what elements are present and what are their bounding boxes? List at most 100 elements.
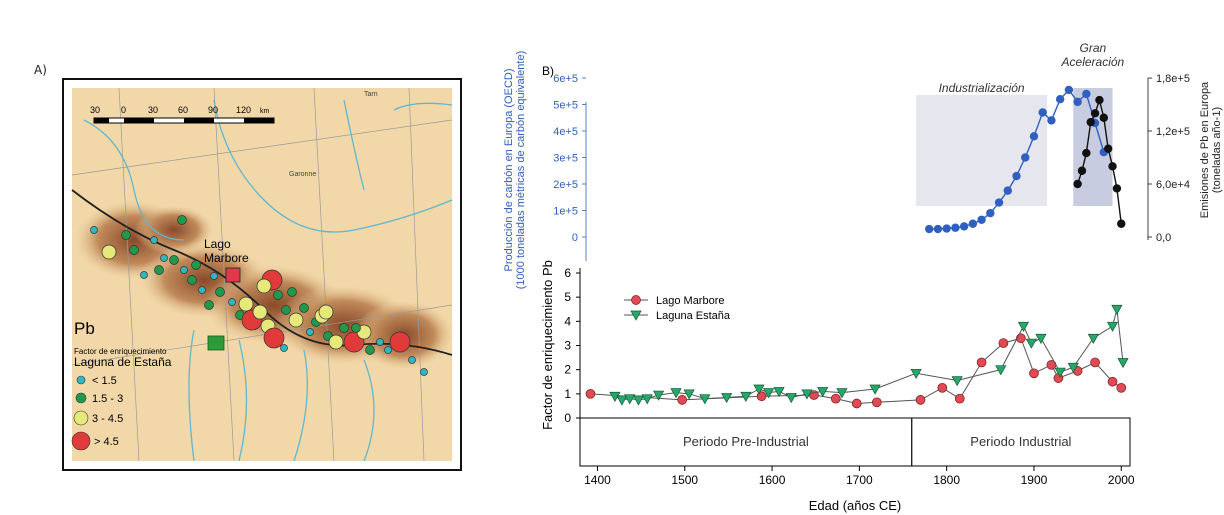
sample-site: [280, 344, 288, 352]
graticule: [71, 87, 453, 462]
series-point: [994, 198, 1004, 207]
series-point: [1054, 367, 1066, 378]
pb-enrichment-chart: 0 1 2 3 4 5 6 Factor de enriquecimiento Pb Perio…: [540, 260, 1135, 513]
series-point: [1112, 184, 1122, 193]
sample-site: [365, 345, 375, 355]
scale-tick: 60: [178, 105, 188, 115]
series-point: [925, 224, 934, 234]
river-label-garonne: Garonne: [289, 171, 316, 178]
scale-unit: km: [260, 108, 270, 115]
series-point: [830, 393, 841, 404]
series-point: [954, 393, 965, 404]
series-point: [1003, 186, 1012, 195]
series-point: [1086, 117, 1095, 127]
scale-tick: 0: [121, 105, 126, 115]
series-point: [1106, 321, 1119, 332]
sample-site: [90, 226, 98, 234]
period-label: Periodo Industrial: [970, 434, 1071, 449]
series-point: [801, 389, 813, 400]
sample-site: [215, 287, 225, 297]
series-point: [740, 391, 752, 402]
series-point: [986, 208, 995, 218]
y-tick-label: 2: [564, 363, 571, 377]
legend-label: Laguna Estaña: [656, 310, 731, 322]
sample-site: [121, 230, 131, 240]
sample-site: [408, 356, 416, 364]
series-point: [699, 394, 711, 405]
series-point: [641, 394, 653, 405]
series-point: [1012, 171, 1021, 181]
x-tick-label: 1900: [1021, 473, 1048, 487]
period-box: [579, 417, 1131, 467]
series-point: [632, 395, 645, 406]
series-point: [1029, 132, 1039, 141]
x-axis-title: Edad (años CE): [809, 498, 902, 513]
river-label-tarn: Tarn: [364, 91, 378, 98]
relief-map: 30 0 30 60 90 120 km Tarn Garonne Lago Ma…: [62, 78, 462, 471]
sample-site: [228, 298, 236, 306]
series-line: [614, 309, 1124, 401]
x-tick-label: 1800: [933, 473, 960, 487]
lago-marbore-label: Lago Marbore: [204, 237, 249, 265]
series-point: [1090, 357, 1100, 368]
y-tick-label-left: 3e+5: [553, 153, 578, 165]
sample-site: [273, 290, 283, 300]
series-point: [721, 393, 733, 404]
scale-bar: 30 0 30 60 90 120 km: [90, 105, 275, 124]
series-point: [683, 389, 695, 400]
legend-marker: [630, 310, 642, 321]
y-tick-label: 0: [564, 411, 571, 425]
series-point: [817, 387, 829, 398]
sample-site: [288, 312, 304, 328]
sample-site: [420, 368, 428, 376]
y-tick-label-left: 6e+5: [553, 73, 578, 85]
sample-site: [287, 287, 297, 297]
x-tick-label: 1600: [759, 473, 786, 487]
lago-marbore-marker: [225, 267, 241, 283]
shaded-period-label: Industrialización: [939, 81, 1025, 95]
series-point: [942, 224, 951, 233]
y-tick-label-right: 1,8e+5: [1156, 73, 1190, 85]
series-point: [915, 395, 926, 405]
sample-site: [318, 304, 334, 320]
y-tick-label-left: 2e+5: [553, 179, 578, 191]
legend-marker: [631, 295, 641, 305]
series-point: [933, 224, 943, 234]
legend-swatch: [71, 431, 91, 451]
series-point: [968, 219, 978, 228]
series-point: [995, 365, 1007, 376]
series-point: [677, 395, 687, 405]
series-point: [1055, 95, 1065, 104]
series-point: [1082, 148, 1091, 158]
legend-title: Pb: [74, 319, 95, 338]
y-tick-label-left: 1e+5: [553, 206, 578, 218]
sample-site: [339, 323, 349, 333]
sample-site: [389, 331, 411, 353]
series-point: [1095, 95, 1104, 105]
series-point: [1077, 166, 1087, 175]
series-point: [1103, 144, 1113, 153]
series-point: [652, 390, 665, 401]
y-tick-label: 4: [564, 314, 571, 328]
sample-site: [198, 286, 206, 294]
series-point: [910, 368, 922, 380]
legend-label: > 4.5: [94, 436, 119, 448]
scale-tick: 30: [90, 105, 100, 115]
sample-site: [169, 255, 179, 265]
panel-a-label: A): [34, 63, 47, 77]
series-point: [753, 384, 765, 395]
legend-swatch: [75, 392, 87, 404]
series-point: [1038, 108, 1047, 117]
series-point: [976, 357, 987, 368]
sample-site: [210, 272, 218, 280]
sample-site: [177, 215, 187, 225]
series-point: [785, 393, 797, 404]
shaded-period-label: Aceleración: [1061, 55, 1125, 69]
shaded-period: [916, 95, 1048, 206]
series-point: [1082, 89, 1091, 99]
series-point: [1067, 362, 1079, 373]
legend-label: 3 - 4.5: [92, 413, 123, 425]
series-point: [1047, 116, 1056, 125]
legend-label: 1.5 - 3: [92, 393, 123, 405]
x-tick-label: 1400: [584, 473, 611, 487]
